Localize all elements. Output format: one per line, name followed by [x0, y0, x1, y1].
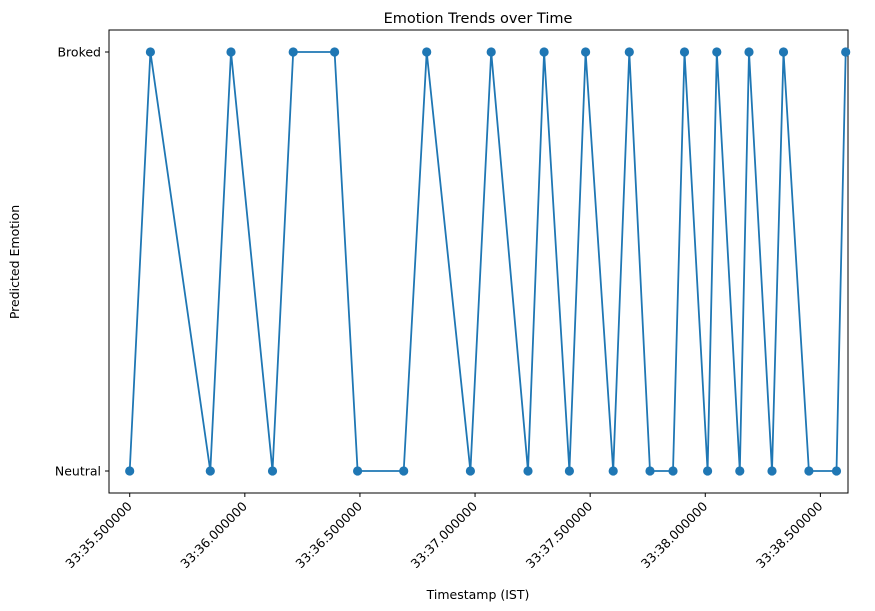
- data-point: [288, 47, 298, 57]
- x-axis: 33:35.500000 33:36.000000 33:36.500000 33:3…: [62, 493, 826, 571]
- data-point: [422, 47, 432, 57]
- x-axis-label: Timestamp (IST): [426, 587, 530, 602]
- data-point: [205, 466, 215, 476]
- data-point: [465, 466, 475, 476]
- x-tick-label: 33:38.000000: [638, 498, 711, 571]
- data-point: [267, 466, 278, 476]
- data-point: [668, 466, 678, 476]
- data-point: [330, 47, 340, 57]
- data-point: [353, 466, 363, 476]
- data-point: [539, 47, 549, 57]
- x-tick-label: 33:35.500000: [62, 498, 135, 571]
- data-point: [624, 47, 634, 57]
- x-tick-label: 33:37.000000: [408, 498, 481, 571]
- data-point: [145, 47, 155, 57]
- data-point: [841, 47, 851, 57]
- data-point: [226, 47, 236, 57]
- x-tick-label: 33:38.500000: [753, 498, 826, 571]
- plot-frame: [108, 29, 849, 494]
- x-tick-label: 33:37.500000: [523, 498, 596, 571]
- data-point: [778, 47, 789, 57]
- data-point: [767, 466, 777, 476]
- data-point: [523, 466, 533, 476]
- x-tick-label: 33:36.500000: [292, 498, 365, 571]
- data-point: [608, 466, 618, 476]
- data-point: [581, 47, 591, 57]
- data-point: [125, 466, 135, 476]
- data-point: [564, 466, 575, 476]
- data-point: [645, 466, 655, 476]
- series-markers: [125, 47, 851, 476]
- data-point: [486, 47, 496, 57]
- data-point: [703, 466, 713, 476]
- y-axis-label: Predicted Emotion: [7, 205, 22, 319]
- y-tick-label: Neutral: [55, 464, 101, 479]
- series-line: [128, 51, 847, 472]
- chart-title: Emotion Trends over Time: [384, 11, 573, 27]
- y-tick-label: Broked: [57, 45, 101, 60]
- data-point: [712, 47, 722, 57]
- data-point: [804, 466, 814, 476]
- data-point: [399, 466, 409, 476]
- data-point: [831, 466, 842, 476]
- data-point: [744, 47, 754, 57]
- x-tick-label: 33:36.000000: [177, 498, 250, 571]
- y-axis: Neutral Broked: [55, 45, 109, 479]
- data-point: [679, 47, 690, 57]
- data-point: [735, 466, 745, 476]
